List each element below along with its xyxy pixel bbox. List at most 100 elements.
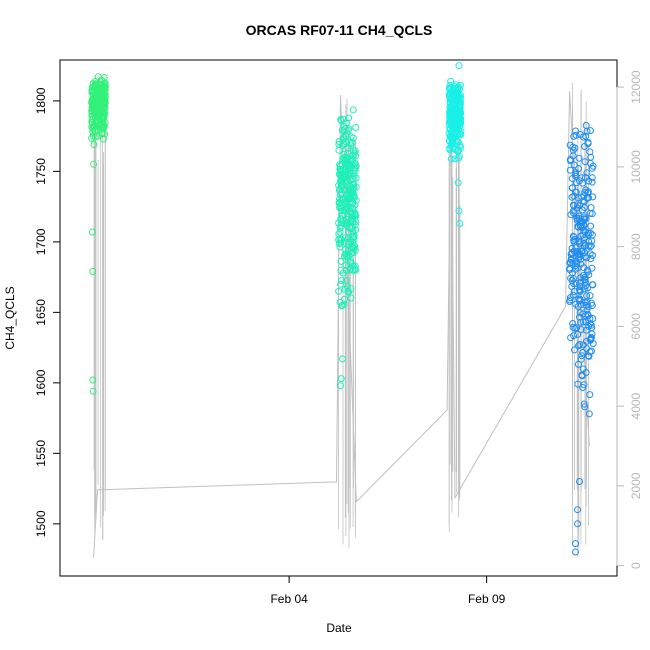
data-point [341, 186, 349, 194]
y2-tick-label: 2000 [629, 472, 643, 499]
data-point [447, 155, 455, 163]
data-point [97, 76, 105, 84]
data-point [584, 352, 592, 360]
data-point [575, 342, 582, 350]
data-point [339, 355, 346, 363]
data-point [450, 82, 458, 90]
data-point [455, 62, 463, 70]
data-point [339, 140, 347, 148]
data-point [588, 264, 596, 272]
data-point [90, 141, 98, 149]
data-point [340, 195, 347, 203]
data-point [570, 161, 578, 169]
data-point [347, 157, 354, 165]
chart-title: ORCAS RF07-11 CH4_QCLS [246, 22, 433, 38]
data-point [452, 88, 460, 96]
data-point [351, 212, 359, 219]
data-point [347, 294, 355, 302]
data-point [587, 204, 595, 212]
data-point [569, 184, 576, 192]
data-point [341, 156, 349, 164]
data-point [574, 331, 582, 338]
data-point [340, 127, 348, 135]
data-point [571, 144, 579, 152]
data-point [580, 272, 587, 279]
data-point [447, 77, 455, 85]
data-point [567, 334, 575, 342]
y2-tick-label: 8000 [629, 233, 643, 260]
data-point [584, 284, 591, 292]
data-point [566, 298, 574, 305]
data-point [348, 163, 356, 170]
data-point [88, 134, 96, 142]
data-point [570, 280, 578, 288]
y-tick-label: 1500 [34, 510, 48, 537]
data-point [574, 520, 581, 528]
data-point [589, 251, 596, 259]
data-point [581, 143, 588, 150]
data-point [456, 122, 464, 130]
data-point [96, 84, 104, 92]
data-point [457, 127, 465, 135]
data-point [340, 115, 348, 123]
data-point [582, 326, 590, 334]
data-point [347, 194, 355, 202]
data-point [91, 78, 99, 86]
data-point [101, 110, 109, 118]
data-point [92, 105, 100, 113]
data-point [336, 202, 344, 210]
data-point [446, 146, 454, 153]
data-point [582, 301, 590, 309]
x-axis-label: Date [326, 621, 352, 635]
data-point [91, 133, 99, 141]
data-point [344, 196, 352, 204]
data-point [588, 330, 596, 338]
data-point [335, 287, 343, 295]
data-point [577, 260, 585, 268]
data-point [349, 106, 357, 114]
data-point [340, 300, 348, 308]
y-axis-label: CH4_QCLS [3, 286, 17, 349]
data-point [572, 540, 579, 548]
data-point [448, 121, 456, 129]
data-point [350, 232, 358, 240]
data-point [101, 130, 109, 138]
y-tick-label: 1550 [34, 440, 48, 467]
data-point [580, 192, 588, 200]
y-tick-label: 1800 [34, 87, 48, 114]
y2-tick-label: 0 [629, 562, 643, 569]
data-point [89, 376, 97, 384]
data-point [346, 160, 354, 168]
data-point [99, 121, 107, 129]
data-point [89, 122, 97, 130]
data-point [574, 506, 581, 514]
data-point [88, 228, 96, 236]
data-point [577, 278, 585, 286]
data-point [450, 110, 458, 118]
data-point [351, 209, 359, 217]
data-point [352, 174, 360, 182]
data-point [342, 138, 349, 146]
data-point [584, 268, 592, 276]
data-point [570, 192, 578, 200]
data-point [579, 133, 587, 141]
data-point [341, 174, 349, 182]
data-point [579, 349, 587, 356]
x-tick-label: Feb 09 [468, 592, 506, 606]
data-point [580, 239, 588, 247]
data-point [93, 102, 101, 109]
y-tick-label: 1750 [34, 158, 48, 185]
data-point [343, 218, 351, 226]
data-point [583, 127, 591, 135]
x-tick-label: Feb 04 [270, 592, 308, 606]
data-point [88, 88, 96, 96]
data-point [88, 103, 96, 111]
data-point [457, 94, 465, 102]
data-point [583, 169, 591, 177]
data-point [337, 222, 345, 230]
data-point [567, 157, 574, 165]
data-point [571, 346, 578, 354]
data-point [95, 93, 103, 101]
data-point [456, 220, 464, 227]
